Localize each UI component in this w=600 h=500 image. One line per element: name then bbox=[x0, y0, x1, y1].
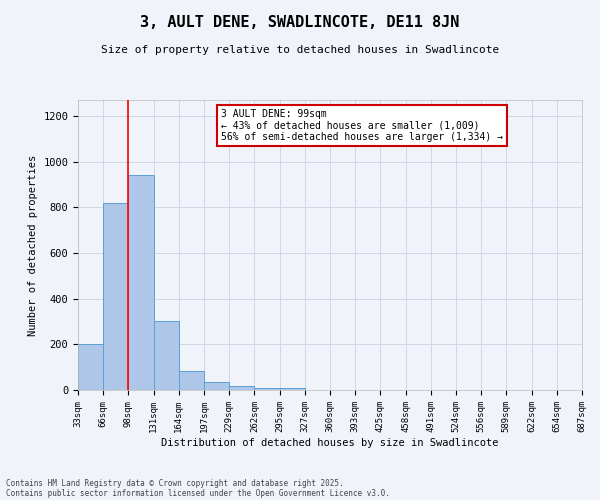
Text: Size of property relative to detached houses in Swadlincote: Size of property relative to detached ho… bbox=[101, 45, 499, 55]
Text: Contains public sector information licensed under the Open Government Licence v3: Contains public sector information licen… bbox=[6, 488, 390, 498]
Bar bbox=[128, 176, 154, 390]
Bar bbox=[204, 382, 229, 390]
Bar bbox=[179, 370, 204, 390]
X-axis label: Distribution of detached houses by size in Swadlincote: Distribution of detached houses by size … bbox=[161, 438, 499, 448]
Text: Contains HM Land Registry data © Crown copyright and database right 2025.: Contains HM Land Registry data © Crown c… bbox=[6, 478, 344, 488]
Bar bbox=[280, 388, 305, 390]
Bar bbox=[78, 344, 103, 390]
Bar bbox=[254, 388, 280, 390]
Y-axis label: Number of detached properties: Number of detached properties bbox=[28, 154, 38, 336]
Bar bbox=[229, 386, 254, 390]
Bar bbox=[103, 203, 128, 390]
Text: 3, AULT DENE, SWADLINCOTE, DE11 8JN: 3, AULT DENE, SWADLINCOTE, DE11 8JN bbox=[140, 15, 460, 30]
Bar bbox=[154, 322, 179, 390]
Text: 3 AULT DENE: 99sqm
← 43% of detached houses are smaller (1,009)
56% of semi-deta: 3 AULT DENE: 99sqm ← 43% of detached hou… bbox=[221, 109, 503, 142]
